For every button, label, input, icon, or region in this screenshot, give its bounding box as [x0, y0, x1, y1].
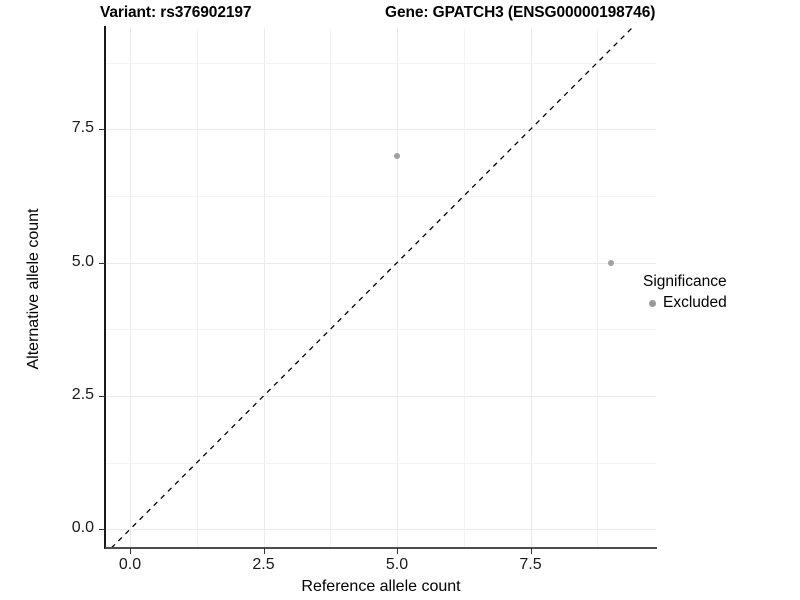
- legend-title: Significance: [643, 273, 727, 290]
- y-axis-tick: [99, 529, 105, 531]
- variant-title: Variant: rs376902197: [100, 4, 252, 21]
- gridline-vertical-minor: [463, 28, 465, 548]
- y-axis-tick-label: 0.0: [71, 519, 94, 537]
- y-axis-tick: [99, 129, 105, 131]
- legend-items: Excluded: [643, 293, 793, 313]
- x-axis-tick: [397, 548, 399, 554]
- data-point[interactable]: [394, 153, 401, 159]
- gridline-horizontal: [106, 529, 656, 531]
- y-axis-tick-label: 5.0: [71, 252, 94, 270]
- x-axis-tick-label: 5.0: [385, 556, 409, 573]
- x-axis-tick-label: 0.0: [118, 556, 142, 573]
- gridline-vertical: [397, 28, 399, 548]
- y-axis-line: [104, 26, 106, 549]
- gridline-horizontal-minor: [106, 329, 656, 331]
- x-axis-tick-label: 7.5: [519, 556, 542, 573]
- gridline-vertical-minor: [597, 28, 599, 548]
- gridline-vertical: [530, 28, 532, 548]
- x-axis-tick-label: 2.5: [252, 556, 275, 573]
- x-axis-tick: [530, 548, 532, 554]
- gridline-vertical-minor: [330, 28, 332, 548]
- x-axis-tick: [130, 548, 132, 554]
- gridline-vertical-minor: [196, 28, 198, 548]
- gridline-vertical: [263, 28, 265, 548]
- gridline-horizontal: [106, 129, 656, 131]
- x-axis-line: [105, 547, 657, 549]
- y-axis-tick-label: 7.5: [71, 119, 94, 137]
- legend-item-label: Excluded: [663, 294, 727, 311]
- gridline-vertical: [130, 28, 132, 548]
- y-axis-label: Alternative allele count: [25, 208, 42, 370]
- y-axis-tick: [99, 396, 105, 397]
- gridline-horizontal-minor: [106, 462, 656, 464]
- legend: Significance Excluded: [643, 272, 793, 313]
- x-axis-tick: [263, 548, 265, 554]
- y-axis-tick-label: 2.5: [71, 386, 94, 403]
- data-point[interactable]: [607, 259, 614, 266]
- gridline-horizontal-minor: [106, 196, 656, 197]
- legend-item[interactable]: Excluded: [643, 293, 793, 313]
- gridline-horizontal: [106, 262, 656, 264]
- gridline-horizontal: [106, 396, 656, 397]
- plot-panel: [106, 28, 656, 548]
- gene-title: Gene: GPATCH3 (ENSG00000198746): [385, 4, 656, 21]
- legend-dot-icon: [643, 294, 661, 312]
- x-axis-label: Reference allele count: [301, 578, 461, 595]
- gridline-horizontal-minor: [106, 62, 656, 64]
- y-axis-tick: [99, 262, 105, 264]
